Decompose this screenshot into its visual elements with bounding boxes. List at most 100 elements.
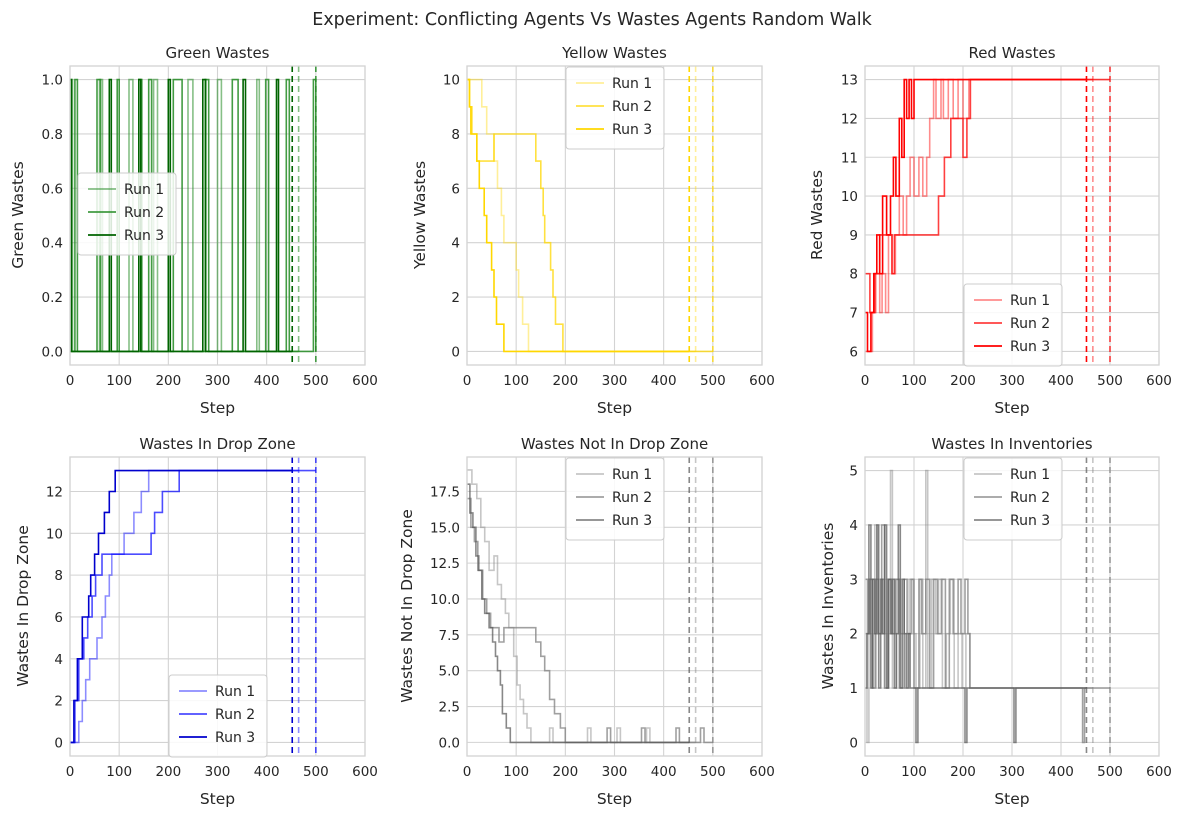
- x-tick-label: 600: [1146, 373, 1172, 389]
- y-tick-label: 0.8: [42, 127, 63, 143]
- x-tick-label: 600: [352, 764, 378, 780]
- y-tick-label: 5.0: [439, 664, 460, 680]
- legend-label: Run 2: [215, 707, 255, 723]
- y-tick-label: 9: [849, 228, 858, 244]
- y-tick-label: 11: [841, 150, 858, 166]
- legend: Run 1 Run 2 Run 3: [77, 172, 177, 256]
- series-line-run-3: [467, 483, 690, 744]
- x-tick-label: 500: [700, 764, 726, 780]
- x-tick-label: 300: [205, 764, 231, 780]
- x-tick-label: 100: [503, 373, 529, 389]
- x-tick-label: 200: [552, 764, 578, 780]
- x-tick-label: 0: [66, 373, 75, 389]
- subplot-title: Wastes Not In Drop Zone: [521, 435, 708, 453]
- x-tick-label: 200: [950, 373, 976, 389]
- x-tick-label: 400: [254, 373, 280, 389]
- x-tick-label: 600: [352, 373, 378, 389]
- subplot-title: Wastes In Inventories: [931, 435, 1092, 453]
- figure-suptitle: Experiment: Conflicting Agents Vs Wastes…: [312, 10, 872, 30]
- subplot-green: Green Wastes Step Green Wastes 0 100 200 30…: [9, 44, 378, 417]
- y-tick-label: 1: [849, 681, 858, 697]
- x-tick-label: 0: [463, 764, 472, 780]
- series-group: [70, 457, 317, 756]
- y-tick-label: 6: [54, 610, 63, 626]
- x-tick-label: 600: [749, 764, 775, 780]
- x-axis-label: Step: [200, 790, 235, 808]
- x-tick-label: 100: [106, 373, 132, 389]
- series-line-run-3: [467, 78, 690, 353]
- y-tick-label: 7.5: [439, 628, 460, 644]
- legend-label: Run 1: [215, 684, 255, 700]
- series-group: [865, 66, 1111, 365]
- legend: Run 1 Run 2 Run 3: [565, 66, 665, 150]
- x-tick-label: 100: [901, 764, 927, 780]
- y-axis-label: Wastes In Drop Zone: [14, 525, 32, 687]
- y-tick-label: 10: [443, 73, 460, 89]
- legend-label: Run 2: [612, 490, 652, 506]
- x-tick-label: 0: [861, 373, 870, 389]
- legend-label: Run 1: [612, 76, 652, 92]
- y-tick-label: 2.5: [439, 700, 460, 716]
- x-tick-label: 200: [552, 373, 578, 389]
- x-tick-label: 400: [651, 373, 677, 389]
- subplot-title: Red Wastes: [968, 44, 1055, 62]
- x-tick-label: 300: [999, 764, 1025, 780]
- x-tick-label: 500: [303, 764, 329, 780]
- y-tick-label: 10.0: [430, 592, 460, 608]
- y-tick-label: 12: [841, 111, 858, 127]
- y-tick-label: 8: [54, 568, 63, 584]
- x-tick-label: 500: [1097, 764, 1123, 780]
- y-tick-label: 1.0: [42, 73, 63, 89]
- x-tick-label: 500: [1097, 373, 1123, 389]
- plot-frame: [69, 65, 366, 366]
- x-tick-label: 0: [66, 764, 75, 780]
- subplot-notdropzone: Wastes Not In Drop Zone Step Wastes Not …: [398, 435, 775, 808]
- x-axis-label: Step: [597, 790, 632, 808]
- y-tick-label: 12: [46, 485, 63, 501]
- x-tick-label: 300: [602, 764, 628, 780]
- x-tick-label: 400: [1048, 764, 1074, 780]
- y-tick-label: 8: [451, 127, 460, 143]
- x-tick-label: 400: [254, 764, 280, 780]
- subplot-title: Yellow Wastes: [561, 44, 667, 62]
- legend-label: Run 2: [612, 99, 652, 115]
- y-tick-label: 10: [46, 526, 63, 542]
- y-tick-label: 10: [841, 189, 858, 205]
- x-axis-label: Step: [200, 399, 235, 417]
- plot-frame: [864, 456, 1160, 757]
- series-line-run-2: [865, 78, 1110, 314]
- legend-label: Run 1: [1010, 467, 1050, 483]
- y-tick-label: 17.5: [430, 484, 460, 500]
- series-line-run-2: [70, 469, 316, 744]
- x-tick-label: 200: [155, 764, 181, 780]
- series-group: [467, 66, 714, 365]
- x-tick-label: 500: [303, 373, 329, 389]
- x-tick-label: 100: [106, 764, 132, 780]
- y-tick-label: 8: [849, 267, 858, 283]
- y-tick-label: 2: [849, 627, 858, 643]
- series-line-run-3: [865, 524, 1087, 744]
- y-tick-label: 7: [849, 306, 858, 322]
- y-axis-label: Red Wastes: [808, 170, 826, 260]
- y-tick-label: 4: [54, 652, 63, 668]
- x-tick-label: 300: [602, 373, 628, 389]
- y-tick-label: 5: [849, 464, 858, 480]
- x-tick-label: 400: [651, 764, 677, 780]
- y-axis-label: Wastes In Inventories: [819, 523, 837, 690]
- y-tick-label: 6: [849, 344, 858, 360]
- y-tick-label: 15.0: [430, 520, 460, 536]
- y-axis-label: Green Wastes: [9, 161, 27, 268]
- y-tick-label: 0: [849, 735, 858, 751]
- legend-label: Run 3: [612, 122, 652, 138]
- legend-label: Run 1: [1010, 293, 1050, 309]
- legend-label: Run 2: [124, 205, 164, 221]
- x-tick-label: 0: [463, 373, 472, 389]
- y-tick-label: 2: [54, 694, 63, 710]
- y-axis-label: Yellow Wastes: [411, 161, 429, 270]
- x-tick-label: 0: [861, 764, 870, 780]
- legend-label: Run 3: [215, 730, 255, 746]
- subplot-inventories: Wastes In Inventories Step Wastes In Inv…: [819, 435, 1172, 808]
- legend-label: Run 3: [1010, 339, 1050, 355]
- y-tick-label: 0.0: [439, 735, 460, 751]
- x-tick-label: 200: [155, 373, 181, 389]
